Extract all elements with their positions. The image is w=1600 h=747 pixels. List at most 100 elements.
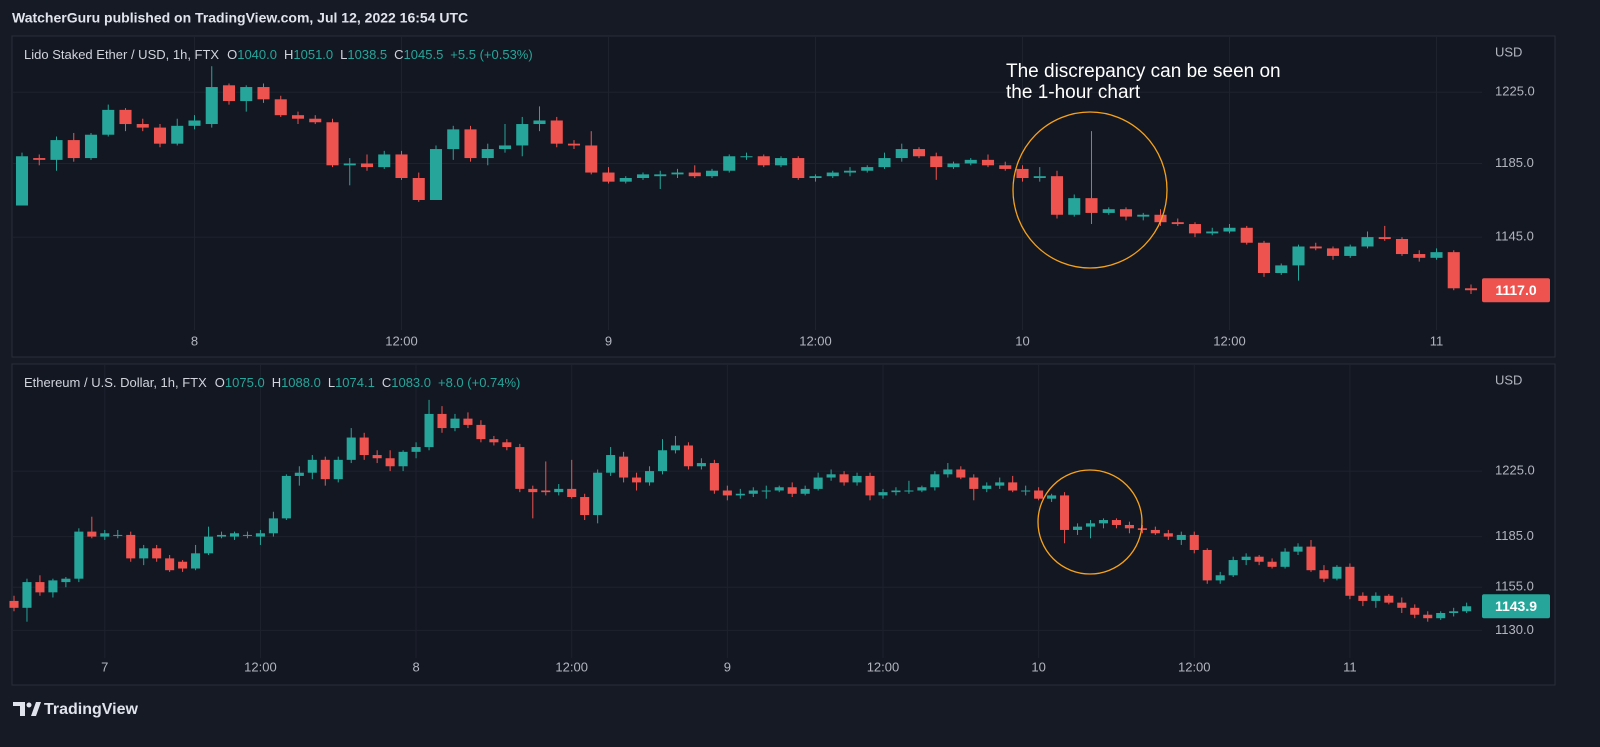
quote-label: C <box>394 47 403 62</box>
header: WatcherGuru published on TradingView.com… <box>12 10 468 26</box>
candle-body <box>346 437 356 460</box>
candle-body <box>1119 209 1133 217</box>
candle-body <box>636 174 650 179</box>
candle-body <box>489 439 499 443</box>
candle-body <box>956 469 966 478</box>
price-unit: USD <box>1495 372 1522 387</box>
x-tick-label: 12:00 <box>1178 659 1211 674</box>
candle-body <box>792 158 805 179</box>
candle-body <box>1098 520 1109 524</box>
candle-body <box>398 451 408 467</box>
candle-body <box>165 558 175 571</box>
candle-body <box>861 167 874 171</box>
candle-body <box>291 115 305 119</box>
x-tick-label: 11 <box>1430 333 1444 348</box>
candle-body <box>813 477 823 489</box>
candle-body <box>1240 227 1253 243</box>
candle-body <box>1378 237 1391 239</box>
candle-body <box>1137 528 1147 530</box>
y-tick-label: 1225.0 <box>1495 463 1535 478</box>
candle-body <box>541 490 551 493</box>
candle-body <box>309 118 322 123</box>
candle-body <box>307 459 317 473</box>
candle-body <box>294 472 304 476</box>
candle-body <box>50 140 63 160</box>
annotation: The discrepancy can be seen on <box>1006 61 1281 82</box>
candle-body <box>683 445 693 467</box>
candle-body <box>152 548 162 559</box>
candle-body <box>567 143 581 146</box>
quote-label: L <box>340 47 347 62</box>
charts: 1145.0 1185.0 1225.0 8 12:00 9 12:00 10 12:00 11 U… <box>9 36 1550 674</box>
candle-body <box>1171 222 1184 225</box>
candle-body <box>1206 231 1219 234</box>
candle-body <box>688 172 701 177</box>
candle-body <box>1275 265 1288 274</box>
quote-change: +5.5 (+0.53%) <box>450 47 532 62</box>
candle-body <box>1280 551 1290 567</box>
candle-body <box>1050 176 1064 215</box>
candle-body <box>205 87 218 125</box>
candle-body <box>865 475 875 496</box>
candle-body <box>204 536 214 554</box>
symbol-title: Lido Staked Ether / USD, 1h, FTX <box>24 47 219 62</box>
candle-body <box>982 485 992 489</box>
candle-body <box>188 120 201 126</box>
candle-body <box>113 534 123 536</box>
candle-body <box>891 490 901 493</box>
candle-body <box>533 120 546 125</box>
candle-body <box>722 490 732 496</box>
x-tick-label: 12:00 <box>1213 333 1246 348</box>
candle-body <box>84 134 98 159</box>
candle-body <box>343 163 356 166</box>
candle-body <box>878 158 891 168</box>
candle-body <box>87 531 97 537</box>
quote-value: 1038.5 <box>347 47 387 62</box>
candle-body <box>412 178 425 200</box>
candle-body <box>748 490 758 494</box>
quote-label: O <box>227 47 237 62</box>
last-price-label: 1143.9 <box>1495 598 1537 614</box>
x-tick-label: 7 <box>101 659 108 674</box>
candle-body <box>119 109 132 125</box>
candle-body <box>528 488 538 493</box>
candle-body <box>1361 237 1374 247</box>
candle-body <box>1215 575 1225 581</box>
symbol-legend: Ethereum / U.S. Dollar, 1h, FTX O1075.0 H1… <box>24 375 520 390</box>
x-tick-label: 12:00 <box>244 659 277 674</box>
candle-body <box>136 124 149 128</box>
candle-body <box>1016 168 1029 179</box>
candle-body <box>843 170 857 173</box>
candle-body <box>1228 560 1238 576</box>
candle-body <box>670 445 681 451</box>
candle-body <box>947 163 960 168</box>
last-price-box <box>1482 594 1550 619</box>
candle-body <box>268 518 278 534</box>
candle-body <box>826 474 836 478</box>
candle-body <box>450 418 460 429</box>
candle-body <box>1449 611 1459 614</box>
candle-body <box>1257 242 1271 274</box>
x-tick-label: 12:00 <box>385 333 418 348</box>
candle-body <box>1345 566 1355 596</box>
candle-body <box>22 582 32 608</box>
candle-body <box>424 413 434 448</box>
candle-body <box>229 533 240 537</box>
x-tick-label: 12:00 <box>555 659 588 674</box>
x-tick-label: 10 <box>1015 333 1029 348</box>
candle-body <box>1430 252 1443 258</box>
candle-body <box>447 129 460 150</box>
candle-body <box>255 533 265 537</box>
candle-body <box>917 487 927 491</box>
candle-body <box>333 459 343 480</box>
candle-body <box>33 158 46 160</box>
candle-body <box>1384 595 1394 603</box>
y-tick-label: 1155.0 <box>1495 579 1534 594</box>
candle-body <box>274 99 287 116</box>
candle-body <box>852 475 862 483</box>
candle-body <box>1413 254 1426 258</box>
candle-body <box>735 493 745 496</box>
candle-body <box>930 156 943 168</box>
candle-body <box>1060 495 1070 530</box>
quote-label: C <box>382 375 391 390</box>
